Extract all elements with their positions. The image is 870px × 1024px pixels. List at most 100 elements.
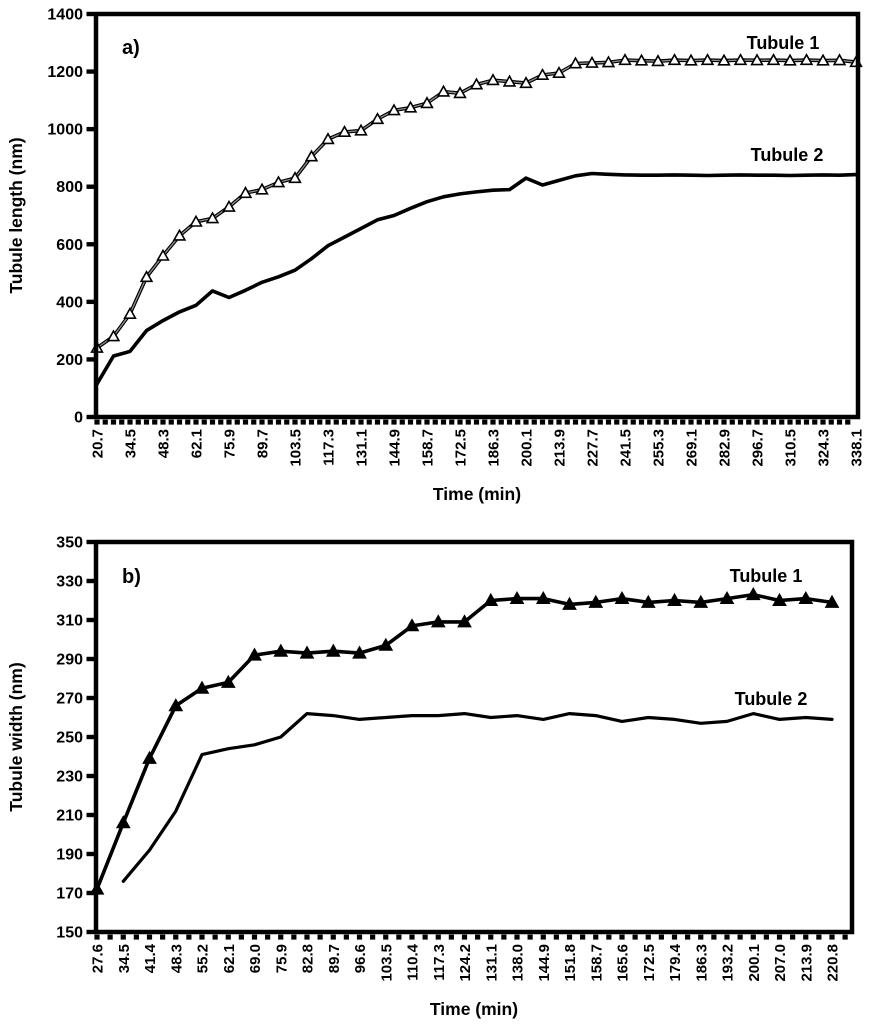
- series-label-tubule-2: Tubule 2: [735, 689, 808, 709]
- triangle-marker: [220, 674, 236, 688]
- triangle-marker: [483, 592, 499, 606]
- x-axis-tick: [278, 934, 284, 940]
- x-axis-tick: [291, 934, 297, 940]
- triangle-marker: [519, 76, 533, 89]
- x-axis-tick: [251, 934, 258, 940]
- x-tick-label: 138.0: [510, 944, 527, 982]
- x-axis-tick: [527, 934, 533, 940]
- triangle-marker: [588, 594, 604, 608]
- triangle-marker: [194, 680, 210, 694]
- x-axis-tick: [173, 934, 179, 940]
- triangle-marker: [189, 214, 203, 227]
- x-axis-tick: [506, 419, 513, 425]
- x-axis-tick: [127, 419, 133, 425]
- x-axis-tick: [251, 419, 257, 425]
- triangle-marker: [618, 53, 632, 66]
- x-axis-tick: [572, 419, 579, 425]
- x-axis-tick: [655, 419, 661, 425]
- panel-label: b): [122, 566, 141, 588]
- x-axis-tick: [193, 419, 199, 425]
- x-axis-tick: [416, 419, 422, 425]
- x-axis-tick: [685, 934, 691, 940]
- x-axis-tick: [630, 419, 636, 425]
- x-axis-tick: [102, 419, 108, 425]
- x-axis-tick: [593, 934, 599, 940]
- x-tick-label: 103.5: [288, 429, 305, 467]
- x-tick-label: 220.8: [825, 944, 842, 982]
- x-axis-tick: [135, 419, 141, 425]
- x-axis-tick: [829, 934, 835, 940]
- y-axis-title: Tubule width (nm): [6, 662, 26, 811]
- x-axis-tick: [317, 934, 323, 940]
- triangle-marker: [247, 647, 262, 661]
- triangle-marker: [832, 53, 847, 66]
- triangle-marker: [404, 618, 420, 632]
- x-axis-title: Time (min): [430, 999, 518, 1019]
- triangle-marker: [168, 698, 184, 712]
- x-axis-tick: [330, 934, 336, 940]
- x-axis-tick: [688, 419, 694, 425]
- x-axis-tick: [461, 934, 468, 940]
- triangle-marker: [387, 103, 401, 116]
- y-axis-tick: [86, 242, 94, 247]
- x-axis-tick: [308, 419, 315, 425]
- y-tick-label: 350: [56, 535, 83, 552]
- x-axis-tick: [448, 934, 454, 940]
- x-tick-label: 103.5: [378, 944, 395, 982]
- x-axis-tick: [812, 419, 818, 425]
- y-axis-tick: [86, 126, 94, 132]
- y-axis-tick: [86, 299, 94, 305]
- x-axis-tick: [422, 934, 428, 940]
- x-axis-tick: [614, 419, 620, 425]
- x-axis-tick: [606, 934, 612, 940]
- triangle-marker: [304, 149, 319, 162]
- x-tick-label: 75.9: [273, 944, 290, 973]
- x-tick-label: 117.3: [431, 944, 448, 981]
- y-axis-tick: [86, 617, 94, 623]
- triangle-marker: [614, 590, 630, 604]
- triangle-marker: [772, 592, 787, 606]
- y-tick-label: 1000: [47, 122, 83, 139]
- x-tick-label: 62.1: [189, 429, 206, 458]
- x-axis-tick: [424, 419, 430, 425]
- x-axis-tick: [711, 934, 717, 940]
- triangle-marker: [601, 55, 616, 68]
- x-axis-tick: [553, 934, 559, 940]
- x-axis-tick: [498, 419, 504, 425]
- plot-border: [93, 11, 861, 420]
- x-tick-label: 338.1: [849, 429, 866, 467]
- triangle-marker: [717, 53, 731, 66]
- y-tick-label: 210: [56, 808, 83, 825]
- triangle-marker: [139, 270, 154, 283]
- x-tick-label: 131.1: [483, 944, 500, 982]
- x-axis-tick: [787, 419, 793, 425]
- triangle-marker: [816, 53, 830, 66]
- x-tick-label: 69.0: [247, 944, 264, 973]
- x-tick-label: 324.3: [816, 429, 833, 467]
- x-tick-label: 131.1: [354, 429, 371, 467]
- chart-a: 0 200 400 600 800 1000 1200 1400 20.7 34.5 48.3 62.…: [6, 7, 866, 505]
- x-tick-label: 269.1: [684, 429, 701, 467]
- x-axis-tick: [790, 934, 796, 940]
- x-axis-tick: [746, 419, 752, 425]
- x-axis-tick: [531, 419, 537, 425]
- x-axis-tick: [133, 934, 139, 940]
- x-axis-tick: [671, 934, 678, 940]
- x-axis-tick: [146, 934, 153, 940]
- triangle-marker: [222, 199, 236, 212]
- x-tick-label: 296.7: [750, 429, 767, 467]
- x-axis-tick: [645, 934, 651, 940]
- x-axis-tick: [556, 419, 562, 425]
- series-tubule-1-markers: [89, 586, 840, 895]
- y-tick-label: 1200: [47, 64, 83, 81]
- triangle-marker: [453, 86, 467, 99]
- series-tubule-1-line: [95, 592, 834, 891]
- y-tick-label: 600: [56, 237, 83, 254]
- x-axis-tick: [638, 419, 645, 425]
- triangle-marker: [106, 329, 121, 342]
- y-axis-tick: [86, 890, 94, 896]
- y-axis-tick: [86, 812, 94, 818]
- triangle-marker: [733, 53, 748, 66]
- triangle-marker: [378, 637, 394, 651]
- series-label-tubule-2: Tubule 2: [751, 145, 824, 165]
